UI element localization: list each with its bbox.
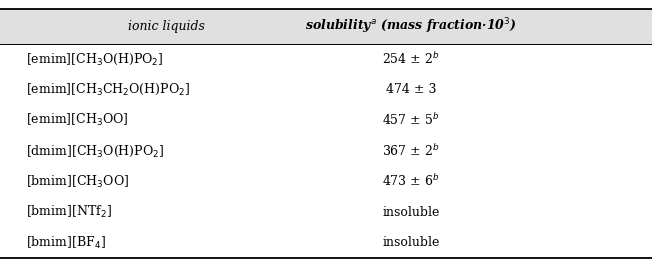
Text: [dmim][CH$_3$O(H)PO$_2$]: [dmim][CH$_3$O(H)PO$_2$]: [26, 143, 164, 159]
Text: 254 ± 2$^{b}$: 254 ± 2$^{b}$: [382, 51, 439, 67]
Text: 457 ± 5$^{b}$: 457 ± 5$^{b}$: [382, 113, 439, 128]
Text: ionic liquids: ionic liquids: [128, 20, 205, 33]
Text: 474 ± 3: 474 ± 3: [385, 83, 436, 96]
Text: [bmim][NTf$_2$]: [bmim][NTf$_2$]: [26, 204, 112, 220]
FancyBboxPatch shape: [0, 9, 652, 44]
Text: [emim][CH$_3$OO]: [emim][CH$_3$OO]: [26, 112, 128, 128]
Text: insoluble: insoluble: [382, 236, 439, 249]
Text: 367 ± 2$^{b}$: 367 ± 2$^{b}$: [382, 143, 439, 159]
Text: insoluble: insoluble: [382, 206, 439, 219]
Text: solubility$^{a}$ (mass fraction·10$^{3}$): solubility$^{a}$ (mass fraction·10$^{3}$…: [305, 17, 516, 36]
Text: 473 ± 6$^{b}$: 473 ± 6$^{b}$: [382, 174, 439, 189]
Text: [emim][CH$_3$O(H)PO$_2$]: [emim][CH$_3$O(H)PO$_2$]: [26, 52, 164, 67]
Text: [bmim][BF$_4$]: [bmim][BF$_4$]: [26, 235, 106, 251]
Text: [emim][CH$_3$CH$_2$O(H)PO$_2$]: [emim][CH$_3$CH$_2$O(H)PO$_2$]: [26, 82, 190, 97]
Text: [bmim][CH$_3$OO]: [bmim][CH$_3$OO]: [26, 173, 129, 190]
